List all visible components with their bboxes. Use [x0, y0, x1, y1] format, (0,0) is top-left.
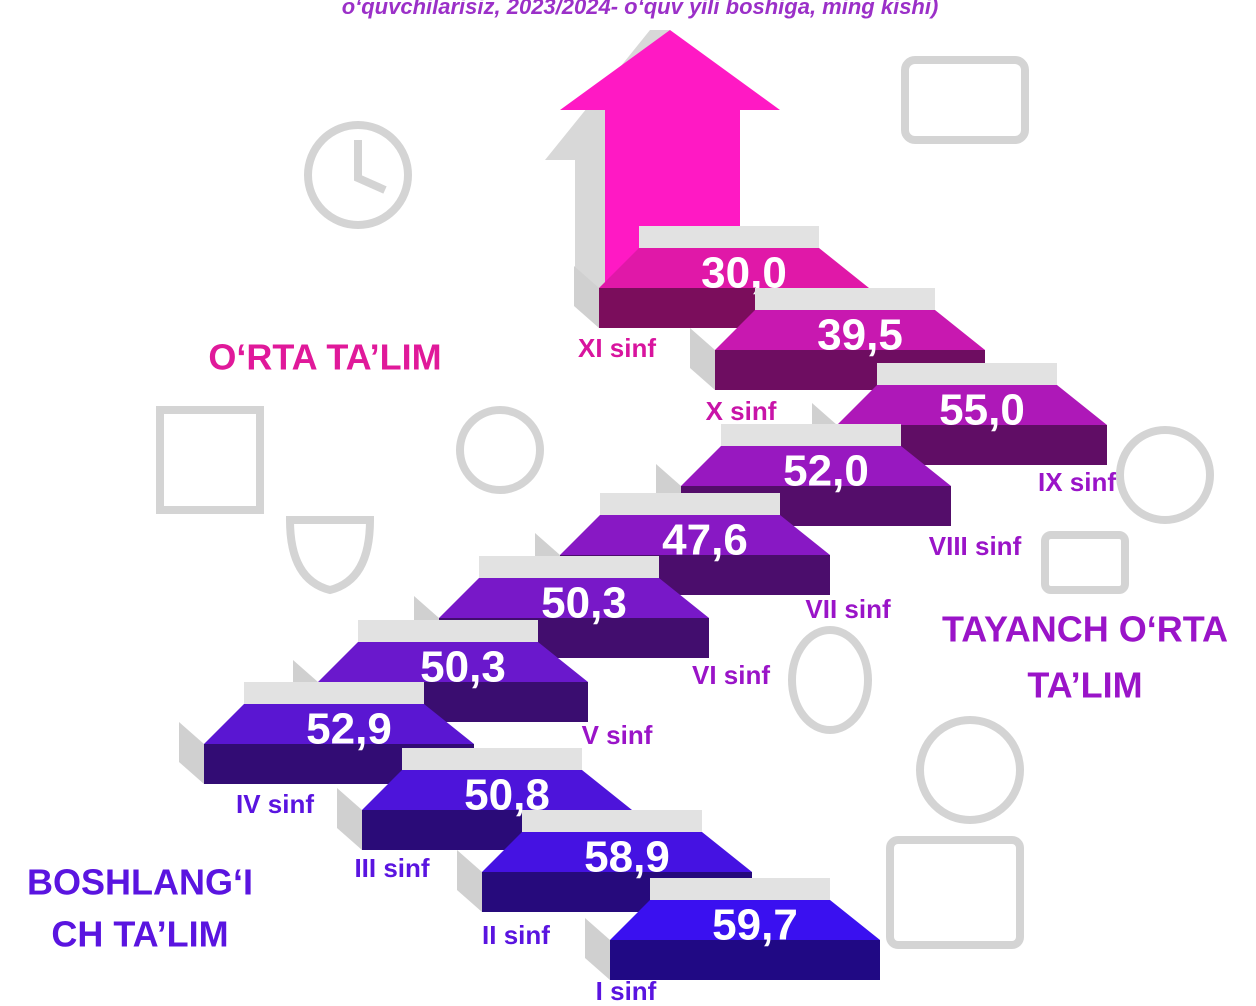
- step-top: [599, 248, 869, 288]
- grade-label: I sinf: [596, 976, 657, 1006]
- subtitle: o‘quvchilarisiz, 2023/2024- o‘quv yili b…: [342, 0, 939, 19]
- step-value: 39,5: [817, 311, 903, 360]
- step-value: 50,3: [541, 579, 627, 628]
- step-top: [837, 385, 1107, 425]
- step-side: [585, 918, 610, 980]
- step-riser: [522, 810, 702, 832]
- step-top: [362, 770, 632, 810]
- step-top: [482, 832, 752, 872]
- staircase: 30,0XI sinf 39,5X sinf 55,0IX sinf52,0VIII…: [179, 226, 1116, 1006]
- step-value: 59,7: [712, 901, 798, 950]
- step-top: [610, 900, 880, 940]
- step-side: [179, 722, 204, 784]
- step-side: [574, 266, 599, 328]
- step-value: 52,9: [306, 705, 392, 754]
- arrow: [545, 30, 780, 300]
- step-riser: [479, 556, 659, 578]
- step: 39,5 X sinf: [690, 288, 985, 426]
- step-riser: [600, 493, 780, 515]
- step-front: [610, 940, 880, 980]
- grade-label: II sinf: [482, 920, 550, 950]
- step-riser: [244, 682, 424, 704]
- section-label: O‘RTA TA’LIM: [208, 337, 441, 378]
- step-riser: [755, 288, 935, 310]
- step-riser: [358, 620, 538, 642]
- step-top: [439, 578, 709, 618]
- step-riser: [402, 748, 582, 770]
- step-top: [318, 642, 588, 682]
- step-riser: [639, 226, 819, 248]
- decor-icons: [156, 56, 1214, 949]
- step-riser: [877, 363, 1057, 385]
- step-value: 55,0: [939, 386, 1025, 435]
- grade-label: IX sinf: [1038, 467, 1116, 497]
- grade-label: X sinf: [706, 396, 777, 426]
- grade-label: XI sinf: [578, 333, 656, 363]
- section-label: CH TA’LIM: [51, 914, 228, 955]
- step-value: 47,6: [662, 516, 748, 565]
- step-value: 50,3: [420, 643, 506, 692]
- grade-label: VI sinf: [692, 660, 770, 690]
- step-top: [715, 310, 985, 350]
- grade-label: VII sinf: [805, 594, 891, 624]
- step-side: [337, 788, 362, 850]
- section-label: BOSHLANG‘I: [27, 862, 253, 903]
- section-label: TAYANCH O‘RTA: [942, 609, 1228, 650]
- step-top: [204, 704, 474, 744]
- step-riser: [650, 878, 830, 900]
- step: 59,7 I sinf: [585, 878, 880, 1006]
- grade-label: VIII sinf: [929, 531, 1022, 561]
- step-side: [690, 328, 715, 390]
- step-top: [681, 446, 951, 486]
- grade-label: IV sinf: [236, 789, 314, 819]
- section-label: TA’LIM: [1027, 665, 1142, 706]
- step-value: 52,0: [783, 447, 869, 496]
- grade-label: V sinf: [582, 720, 653, 750]
- grade-label: III sinf: [354, 853, 429, 883]
- step-top: [560, 515, 830, 555]
- step-side: [457, 850, 482, 912]
- step-value: 58,9: [584, 833, 670, 882]
- step-riser: [721, 424, 901, 446]
